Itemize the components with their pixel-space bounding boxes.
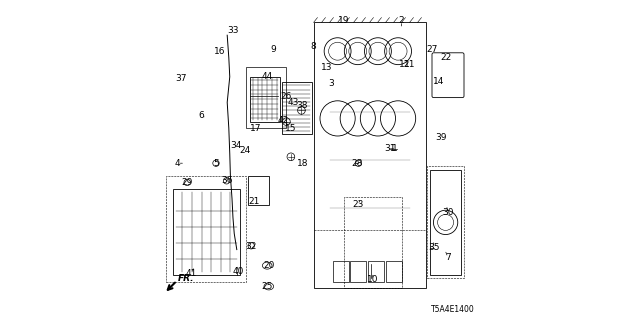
Text: 20: 20 xyxy=(263,261,275,270)
Text: 40: 40 xyxy=(232,268,243,276)
Text: FR.: FR. xyxy=(178,274,195,283)
Text: 29: 29 xyxy=(182,178,193,187)
Text: 31: 31 xyxy=(384,144,396,153)
Text: 21: 21 xyxy=(249,197,260,206)
Text: 17: 17 xyxy=(250,124,261,132)
Text: 8: 8 xyxy=(310,42,316,51)
Text: 23: 23 xyxy=(352,200,364,209)
Text: T5A4E1400: T5A4E1400 xyxy=(431,305,475,314)
Text: 39: 39 xyxy=(435,133,447,142)
Text: 34: 34 xyxy=(230,141,242,150)
Text: 27: 27 xyxy=(426,45,438,54)
Text: 42: 42 xyxy=(278,116,289,124)
Text: 33: 33 xyxy=(227,26,239,35)
Text: 13: 13 xyxy=(321,63,332,72)
Text: 7: 7 xyxy=(445,253,451,262)
Text: 44: 44 xyxy=(262,72,273,81)
Text: 18: 18 xyxy=(297,159,308,168)
Text: 1: 1 xyxy=(392,144,398,153)
Text: 35: 35 xyxy=(428,244,439,252)
Text: 15: 15 xyxy=(285,124,296,132)
Text: 37: 37 xyxy=(175,74,186,83)
Text: 4: 4 xyxy=(175,159,180,168)
Text: 3: 3 xyxy=(328,79,334,88)
Text: 26: 26 xyxy=(280,92,291,100)
Text: 43: 43 xyxy=(287,98,298,107)
Text: 11: 11 xyxy=(404,60,415,68)
Text: 38: 38 xyxy=(297,101,308,110)
Text: 19: 19 xyxy=(338,16,349,25)
Text: 10: 10 xyxy=(367,276,378,284)
Text: 6: 6 xyxy=(199,111,204,120)
Text: 22: 22 xyxy=(441,53,452,62)
Text: 28: 28 xyxy=(351,159,362,168)
Text: 24: 24 xyxy=(239,146,250,155)
Text: 12: 12 xyxy=(399,60,410,68)
Text: 25: 25 xyxy=(262,282,273,291)
Text: 2: 2 xyxy=(399,16,404,25)
Text: 16: 16 xyxy=(214,47,226,56)
Text: 41: 41 xyxy=(186,269,197,278)
Text: 30: 30 xyxy=(442,208,454,217)
Text: 14: 14 xyxy=(433,77,444,86)
Text: 5: 5 xyxy=(213,159,219,168)
Text: 36: 36 xyxy=(221,176,232,185)
Text: 9: 9 xyxy=(271,45,276,54)
Text: 32: 32 xyxy=(246,242,257,251)
